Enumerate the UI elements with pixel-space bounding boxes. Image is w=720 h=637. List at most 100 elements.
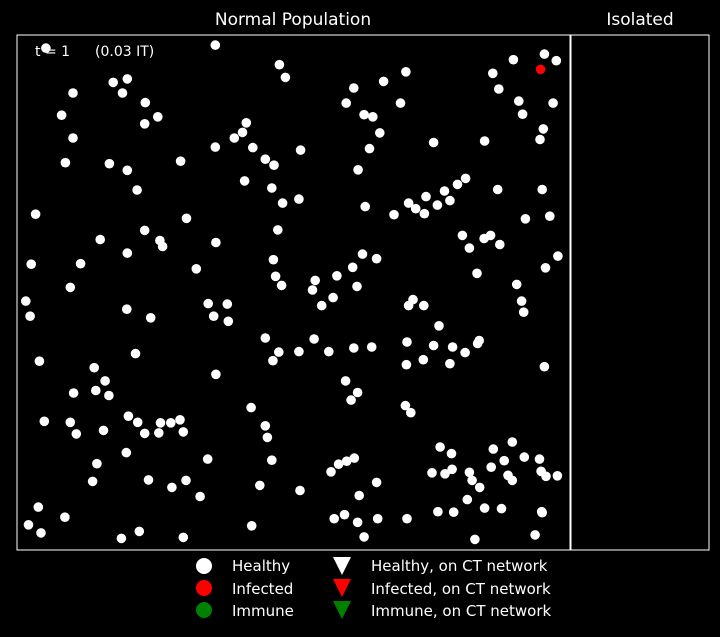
point-healthy-121 — [349, 343, 359, 353]
point-healthy-90 — [191, 264, 202, 274]
point-healthy-87 — [540, 263, 551, 273]
point-healthy-153 — [155, 418, 166, 428]
point-healthy-206 — [352, 517, 363, 528]
point-healthy-57 — [277, 198, 288, 208]
point-healthy-189 — [143, 475, 154, 485]
point-healthy-20 — [341, 98, 352, 108]
legend-label-infected: Infected — [232, 580, 293, 598]
point-healthy-176 — [486, 462, 497, 473]
point-healthy-186 — [295, 485, 305, 496]
point-healthy-139 — [340, 376, 351, 386]
point-healthy-36 — [428, 137, 439, 148]
point-healthy-32 — [68, 133, 78, 143]
point-healthy-23 — [517, 109, 528, 119]
point-healthy-110 — [25, 311, 35, 322]
point-healthy-102 — [328, 292, 338, 303]
point-infected-5 — [535, 64, 546, 75]
point-healthy-92 — [270, 271, 281, 282]
point-healthy-94 — [332, 271, 342, 281]
point-healthy-207 — [329, 513, 340, 524]
point-healthy-165 — [262, 432, 273, 443]
point-healthy-115 — [434, 321, 444, 331]
point-healthy-178 — [326, 467, 336, 477]
legend-label-healthy: Healthy — [232, 557, 290, 575]
point-healthy-86 — [75, 258, 86, 269]
point-healthy-70 — [273, 225, 283, 235]
point-healthy-51 — [267, 183, 277, 193]
legend-marker-healthy — [196, 558, 212, 574]
point-healthy-155 — [132, 417, 143, 428]
point-healthy-49 — [452, 179, 463, 190]
point-healthy-135 — [445, 358, 455, 369]
point-healthy-61 — [410, 203, 421, 214]
point-healthy-214 — [36, 528, 46, 538]
point-healthy-181 — [87, 476, 98, 487]
point-healthy-123 — [447, 342, 458, 352]
point-healthy-130 — [34, 356, 45, 367]
point-healthy-114 — [223, 316, 234, 327]
point-healthy-79 — [211, 237, 221, 248]
point-healthy-197 — [33, 502, 44, 512]
point-healthy-149 — [39, 416, 50, 427]
point-healthy-150 — [65, 417, 76, 428]
point-healthy-59 — [403, 198, 414, 208]
legend-item-healthy: Healthy — [196, 557, 290, 575]
point-healthy-175 — [341, 456, 352, 467]
point-healthy-42 — [60, 157, 71, 168]
point-healthy-201 — [496, 503, 507, 514]
point-healthy-191 — [167, 482, 177, 493]
point-healthy-104 — [403, 300, 414, 311]
point-healthy-163 — [435, 442, 445, 452]
point-healthy-47 — [353, 165, 363, 175]
point-healthy-0 — [41, 43, 51, 53]
point-healthy-40 — [260, 154, 271, 164]
point-healthy-128 — [130, 348, 141, 359]
time-label: t = 1 — [35, 44, 70, 60]
point-healthy-105 — [419, 300, 429, 311]
point-healthy-10 — [122, 74, 133, 84]
point-healthy-75 — [457, 230, 468, 241]
point-healthy-16 — [494, 84, 504, 94]
isolated-panel-frame — [570, 34, 710, 551]
point-healthy-127 — [324, 346, 334, 357]
time-fraction-label: (0.03 IT) — [95, 44, 154, 60]
point-healthy-213 — [23, 520, 34, 530]
point-healthy-93 — [310, 275, 321, 286]
point-healthy-205 — [339, 509, 350, 520]
legend-label-immune: Immune — [232, 602, 294, 620]
point-healthy-78 — [157, 241, 168, 252]
point-healthy-45 — [104, 158, 115, 169]
point-healthy-111 — [518, 307, 529, 318]
point-healthy-188 — [181, 475, 191, 486]
legend-item-immune-ct: Immune, on CT network — [333, 601, 552, 620]
point-healthy-58 — [360, 201, 371, 212]
point-healthy-106 — [203, 298, 213, 309]
point-healthy-179 — [447, 464, 457, 475]
point-healthy-219 — [470, 534, 480, 545]
point-healthy-83 — [553, 251, 563, 261]
point-healthy-66 — [419, 208, 430, 219]
point-healthy-64 — [30, 209, 41, 219]
point-healthy-147 — [406, 407, 416, 418]
point-healthy-33 — [229, 133, 240, 143]
point-healthy-26 — [139, 119, 150, 129]
point-healthy-11 — [108, 77, 118, 88]
point-healthy-76 — [495, 239, 505, 250]
point-healthy-131 — [418, 354, 429, 365]
point-healthy-198 — [354, 490, 365, 501]
point-healthy-196 — [195, 491, 205, 502]
point-healthy-19 — [140, 97, 151, 108]
point-healthy-124 — [472, 338, 483, 349]
point-healthy-112 — [208, 311, 219, 322]
legend-marker-infected — [196, 580, 212, 596]
point-healthy-25 — [153, 112, 163, 122]
legend-label-infected-ct: Infected, on CT network — [371, 580, 551, 598]
legend-marker-infected-ct — [333, 579, 351, 597]
point-healthy-133 — [401, 359, 412, 370]
point-healthy-129 — [460, 347, 470, 358]
population-panel-title: Normal Population — [215, 10, 371, 30]
point-healthy-194 — [467, 475, 477, 486]
point-healthy-43 — [175, 156, 186, 166]
point-healthy-192 — [474, 482, 485, 493]
